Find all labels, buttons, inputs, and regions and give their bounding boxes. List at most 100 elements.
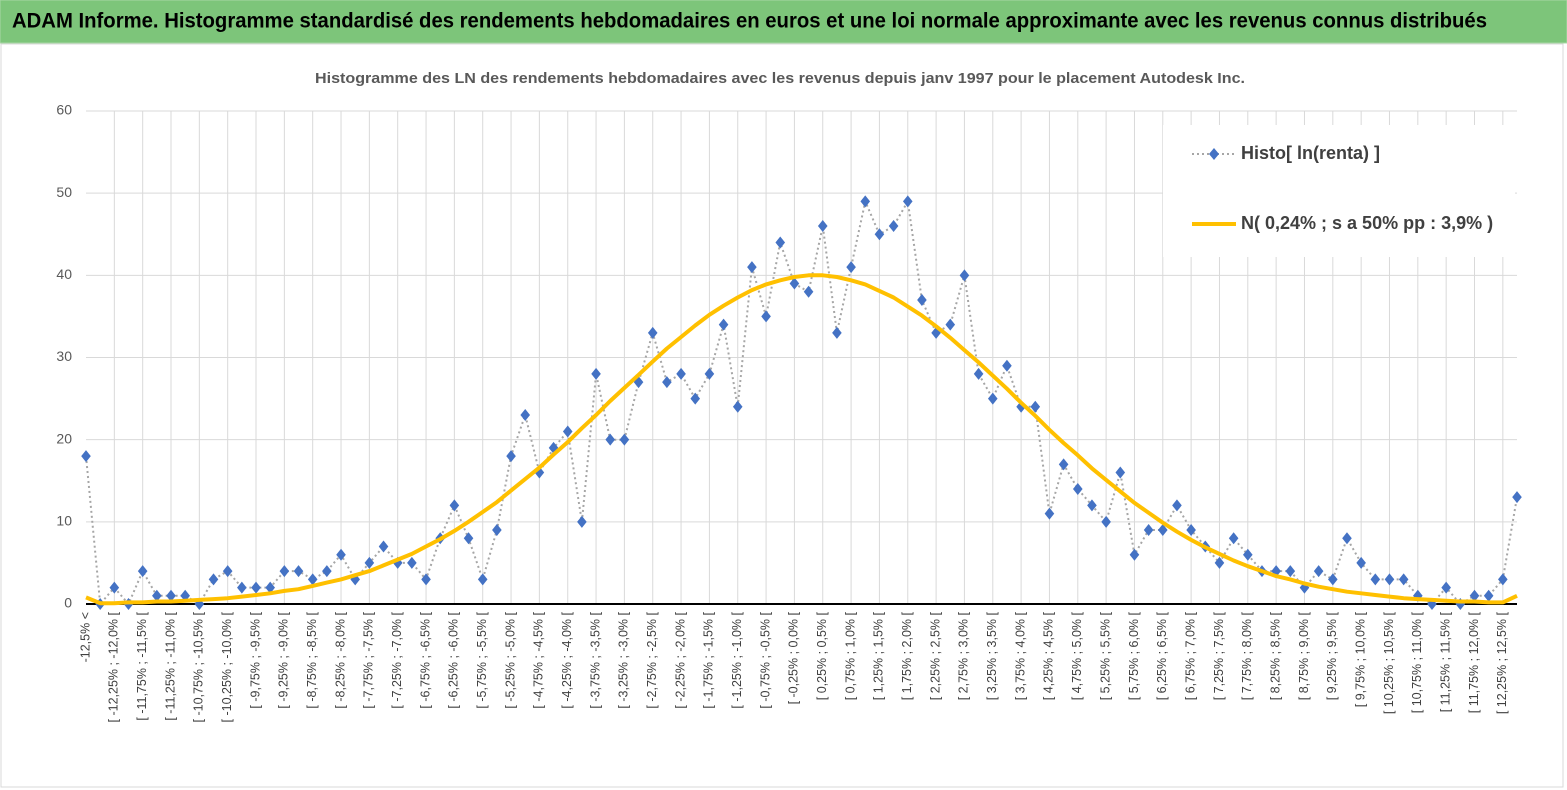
data-point [832, 326, 842, 339]
x-tick-label: [ 8,75% ; 9,0% [ [1297, 611, 1311, 700]
data-point [1129, 548, 1140, 561]
data-point [1370, 573, 1381, 586]
data-point [1384, 573, 1395, 586]
x-tick-label: [ 7,75% ; 8,0% [ [1240, 611, 1254, 700]
legend: Histo[ ln(renta) ] N( 0,24% ; s a 50% pp … [1163, 125, 1515, 257]
x-tick-label: [ -9,25% ; -9,0% [ [277, 611, 291, 708]
data-point [421, 573, 431, 586]
data-point [548, 441, 559, 454]
legend-marker [1209, 148, 1219, 160]
x-tick-label: [ -10,25% ; -10,0% [ [220, 611, 234, 722]
data-point [945, 318, 956, 331]
data-point [307, 573, 318, 586]
data-point [888, 220, 899, 233]
chart-title: Histogramme des LN des rendements hebdom… [315, 70, 1245, 87]
data-point [152, 589, 162, 602]
x-tick-label: [ 1,75% ; 2,0% [ [900, 611, 914, 700]
data-point [902, 195, 913, 208]
data-point [1172, 499, 1182, 512]
x-tick-label: [ -2,25% ; -2,0% [ [673, 611, 687, 708]
x-tick-label: [ 0,25% ; 0,5% [ [815, 611, 829, 700]
x-tick-label: [ -10,75% ; -10,5% [ [192, 611, 206, 722]
x-tick-label: [ -1,75% ; -1,5% [ [702, 611, 716, 708]
x-tick-label: [ 5,75% ; 6,0% [ [1127, 611, 1141, 700]
x-tick-label: [ 5,25% ; 5,5% [ [1098, 611, 1112, 700]
x-tick-label: [ -6,75% ; -6,5% [ [418, 611, 432, 708]
x-tick-label: [ 11,75% ; 12,0% [ [1467, 611, 1481, 713]
x-tick-label: [ -7,25% ; -7,0% [ [390, 611, 404, 708]
data-point [761, 310, 771, 323]
data-point [237, 581, 247, 594]
x-tick-label: [ -1,25% ; -1,0% [ [730, 611, 744, 708]
data-point [251, 581, 261, 594]
data-point [1214, 556, 1225, 569]
data-point [591, 367, 601, 380]
x-tick-label: [ -0,75% ; -0,5% [ [758, 611, 772, 708]
x-tick-label: [ 12,25% ; 12,5% [ [1495, 611, 1509, 714]
x-tick-label: [ -6,25% ; -6,0% [ [447, 611, 461, 708]
data-point [789, 277, 800, 290]
data-point [364, 556, 375, 569]
data-point [520, 409, 531, 422]
y-tick-label: 40 [56, 266, 72, 282]
x-tick-label: [ 8,25% ; 8,5% [ [1268, 611, 1282, 700]
y-tick-label: 10 [56, 513, 72, 529]
data-point [775, 236, 786, 249]
x-tick-label: [ 2,25% ; 2,5% [ [928, 611, 942, 700]
data-point [690, 392, 701, 405]
x-tick-label: [ -7,75% ; -7,5% [ [362, 611, 376, 708]
y-tick-label: 60 [56, 102, 72, 118]
data-point [817, 220, 828, 233]
data-point [1441, 581, 1451, 594]
data-point [803, 285, 814, 298]
x-tick-label: [ -11,25% ; -11,0% [ [163, 611, 177, 720]
data-point [1483, 589, 1494, 602]
y-tick-label: 0 [64, 595, 72, 611]
x-tick-label: [ 4,25% ; 4,5% [ [1042, 611, 1056, 700]
x-tick-label: [ -3,75% ; -3,5% [ [588, 611, 602, 708]
x-tick-label: [ -9,75% ; -9,5% [ [248, 611, 262, 708]
data-point [619, 433, 630, 446]
data-point [378, 540, 389, 553]
data-point [137, 565, 148, 578]
data-point [874, 228, 885, 241]
data-point [208, 573, 219, 586]
data-point [1243, 548, 1253, 561]
x-tick-label: -12,5% < [78, 612, 92, 662]
x-tick-label: [ 7,25% ; 7,5% [ [1212, 611, 1226, 700]
data-point [1143, 524, 1154, 537]
x-tick-label: [ -2,75% ; -2,5% [ [645, 611, 659, 708]
data-point [449, 499, 460, 512]
data-point [704, 367, 715, 380]
grid: 0 10 20 30 40 50 60 -12,5% < [ -12,25% ; -12,0% … [56, 102, 1517, 722]
data-point [1313, 565, 1324, 578]
data-point [279, 565, 290, 578]
x-tick-label: [ 4,75% ; 5,0% [ [1070, 611, 1084, 700]
data-point [1101, 515, 1111, 528]
data-point [293, 565, 304, 578]
series-line [85, 273, 1518, 606]
data-point [987, 392, 998, 405]
data-point [846, 261, 856, 274]
data-point [1498, 573, 1508, 586]
data-point [973, 367, 984, 380]
x-tick-label: [ -5,75% ; -5,5% [ [475, 611, 489, 708]
data-point [676, 367, 686, 380]
y-tick-label: 50 [56, 184, 72, 200]
data-point [562, 425, 573, 438]
data-point [1157, 524, 1168, 537]
data-point [463, 532, 474, 545]
x-tick-label: [ -4,75% ; -4,5% [ [532, 611, 546, 708]
data-point [662, 376, 672, 389]
x-tick-label: [ 3,25% ; 3,5% [ [985, 611, 999, 700]
data-point [109, 581, 120, 594]
data-point [1087, 499, 1097, 512]
x-tick-label: [ 3,75% ; 4,0% [ [1013, 611, 1027, 700]
data-point [931, 326, 941, 339]
data-point [1285, 565, 1296, 578]
x-tick-label: [ 0,75% ; 1,0% [ [843, 611, 857, 700]
x-tick-label: [ 10,25% ; 10,5% [ [1382, 611, 1396, 714]
data-point [506, 450, 516, 463]
x-tick-label: [ -8,25% ; -8,0% [ [333, 611, 347, 708]
